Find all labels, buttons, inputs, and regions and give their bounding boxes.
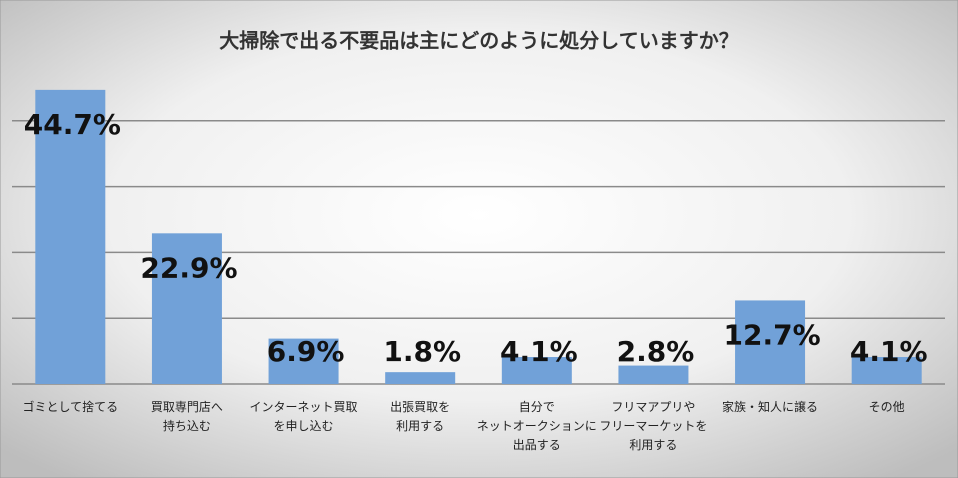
x-tick-label: その他 bbox=[869, 400, 905, 414]
data-label: 2.8% bbox=[617, 335, 695, 368]
data-label: 22.9% bbox=[140, 251, 237, 284]
data-label: 44.7% bbox=[24, 108, 121, 141]
bar bbox=[735, 300, 806, 384]
x-tick-label: フリマアプリやフリーマーケットを利用する bbox=[599, 400, 707, 452]
x-tick-label: 家族・知人に譲る bbox=[722, 399, 818, 414]
x-tick-label: インターネット買取を申し込む bbox=[250, 400, 358, 433]
x-tick-label: 買取専門店へ持ち込む bbox=[151, 400, 223, 433]
x-tick-label: ゴミとして捨てる bbox=[22, 399, 118, 414]
data-label: 1.8% bbox=[383, 335, 461, 368]
data-label: 4.1% bbox=[500, 335, 578, 368]
bar bbox=[851, 357, 922, 384]
bar bbox=[151, 233, 222, 384]
x-tick-label: 出張買取を利用する bbox=[390, 400, 450, 433]
data-label: 12.7% bbox=[723, 318, 820, 351]
chart-title: 大掃除で出る不要品は主にどのように処分していますか？ bbox=[219, 29, 738, 53]
bar bbox=[268, 338, 339, 384]
bar bbox=[35, 89, 106, 385]
data-label: 6.9% bbox=[267, 335, 345, 368]
bar bbox=[501, 357, 572, 384]
data-label: 4.1% bbox=[850, 335, 928, 368]
bar bbox=[385, 372, 456, 384]
x-tick-label: 自分でネットオークションに出品する bbox=[477, 400, 597, 452]
bar bbox=[618, 365, 689, 384]
